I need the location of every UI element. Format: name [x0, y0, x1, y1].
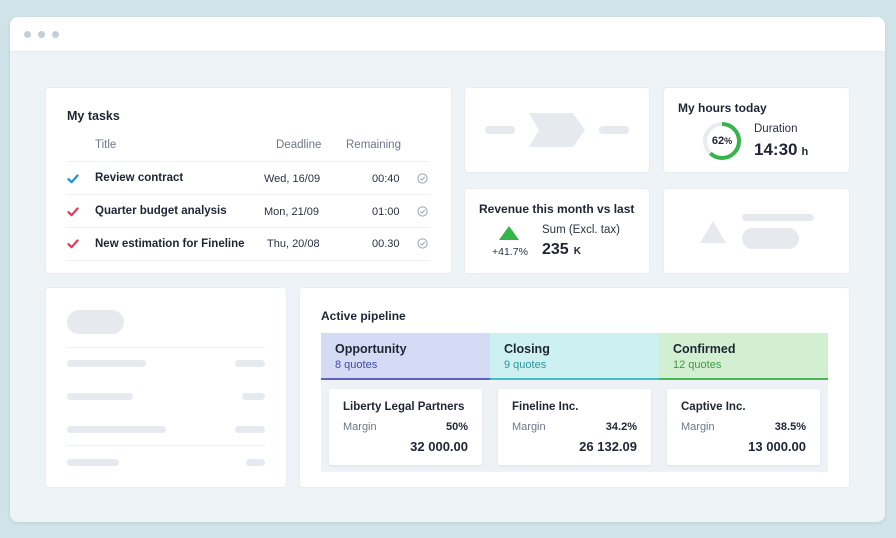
stage-count: 8 quotes: [335, 359, 378, 371]
stage-name: Closing: [504, 342, 550, 356]
hours-percent: 62%: [711, 135, 733, 147]
deal-margin-label: Margin: [343, 421, 377, 433]
task-title[interactable]: New estimation for Fineline: [95, 238, 245, 250]
deal-amount: 32 000.00: [410, 439, 468, 454]
row-divider: [67, 445, 265, 446]
placeholder-bar: [235, 360, 265, 367]
placeholder-bar: [67, 426, 166, 433]
triangle-placeholder-icon: [700, 221, 726, 243]
check-circle-icon[interactable]: [417, 206, 428, 217]
placeholder-bar: [67, 459, 119, 466]
check-circle-icon[interactable]: [417, 238, 428, 249]
tasks-title: My tasks: [67, 109, 120, 123]
row-divider: [67, 347, 265, 348]
placeholder-card: [664, 189, 849, 273]
window-control-dot[interactable]: [38, 31, 45, 38]
row-divider: [66, 227, 430, 228]
stage-confirmed[interactable]: Confirmed 12 quotes: [659, 333, 828, 380]
stage-count: 9 quotes: [504, 359, 547, 371]
trend-up-icon: [499, 226, 519, 240]
task-deadline: Mon, 21/09: [264, 206, 320, 218]
sum-label: Sum (Excl. tax): [542, 224, 620, 236]
placeholder-pill: [67, 310, 124, 334]
hours-progress-ring: [703, 122, 741, 160]
window-control-dot[interactable]: [24, 31, 31, 38]
deal-name: Liberty Legal Partners: [343, 401, 465, 413]
revenue-card: Revenue this month vs last +41.7% Sum (E…: [465, 189, 649, 273]
task-remaining: 01:00: [372, 206, 400, 218]
deal-card[interactable]: Captive Inc. Margin 38.5% 13 000.00: [667, 389, 820, 465]
tasks-card: My tasks Title Deadline Remaining Review…: [46, 88, 451, 273]
revenue-title: Revenue this month vs last: [479, 202, 635, 216]
deal-margin-value: 34.2%: [605, 421, 637, 433]
task-remaining: 00.30: [372, 238, 400, 250]
task-deadline: Thu, 20/08: [267, 238, 320, 250]
hours-card: My hours today 62% Duration 14:30 h: [664, 88, 849, 172]
placeholder-bar: [235, 426, 265, 433]
revenue-change: +41.7%: [492, 246, 528, 258]
stage-count: 12 quotes: [673, 359, 722, 371]
sum-value: 235 K: [542, 241, 581, 258]
placeholder-bar: [742, 214, 814, 221]
deal-margin-value: 50%: [445, 421, 468, 433]
placeholder-pill: [742, 228, 799, 249]
deal-card[interactable]: Fineline Inc. Margin 34.2% 26 132.09: [498, 389, 651, 465]
pipeline-title: Active pipeline: [321, 309, 406, 323]
placeholder-bar: [485, 126, 515, 134]
arrow-placeholder-icon: [529, 113, 585, 147]
checkmark-icon[interactable]: [67, 173, 79, 185]
deal-margin-value: 38.5%: [774, 421, 806, 433]
window-titlebar: [10, 17, 885, 52]
row-divider: [66, 260, 430, 261]
check-circle-icon[interactable]: [417, 173, 428, 184]
deal-amount: 13 000.00: [748, 439, 806, 454]
placeholder-bar: [242, 393, 265, 400]
checkmark-icon[interactable]: [67, 206, 79, 218]
column-header-deadline[interactable]: Deadline: [276, 139, 322, 151]
stage-closing[interactable]: Closing 9 quotes: [490, 333, 659, 380]
column-header-remaining[interactable]: Remaining: [346, 139, 401, 151]
row-divider: [66, 194, 430, 195]
window-control-dot[interactable]: [52, 31, 59, 38]
task-deadline: Wed, 16/09: [264, 173, 321, 185]
deal-margin-label: Margin: [512, 421, 546, 433]
task-title[interactable]: Quarter budget analysis: [95, 205, 227, 217]
placeholder-bar: [599, 126, 629, 134]
placeholder-card: [465, 88, 649, 172]
deal-amount: 26 132.09: [579, 439, 637, 454]
duration-value: 14:30 h: [754, 140, 809, 159]
placeholder-bar: [246, 459, 265, 466]
task-title[interactable]: Review contract: [95, 172, 184, 184]
deal-margin-label: Margin: [681, 421, 715, 433]
deal-name: Captive Inc.: [681, 401, 746, 413]
stage-name: Confirmed: [673, 342, 736, 356]
placeholder-bar: [67, 360, 146, 367]
checkmark-icon[interactable]: [67, 238, 79, 250]
stage-opportunity[interactable]: Opportunity 8 quotes: [321, 333, 490, 380]
column-header-title[interactable]: Title: [95, 139, 117, 151]
row-divider: [66, 161, 430, 162]
deal-name: Fineline Inc.: [512, 401, 579, 413]
deal-card[interactable]: Liberty Legal Partners Margin 50% 32 000…: [329, 389, 482, 465]
duration-label: Duration: [754, 123, 798, 135]
placeholder-bar: [67, 393, 133, 400]
hours-title: My hours today: [678, 101, 767, 115]
task-remaining: 00:40: [372, 173, 400, 185]
placeholder-list-card: [46, 288, 286, 487]
stage-name: Opportunity: [335, 342, 407, 356]
